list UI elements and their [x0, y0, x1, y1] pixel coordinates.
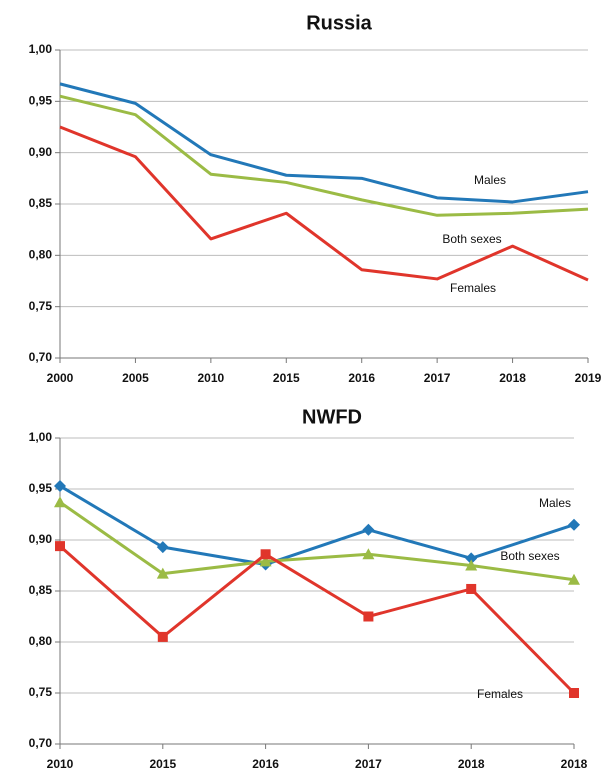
x-tick-label: 2000 — [47, 371, 74, 385]
x-tick-label: 2015 — [273, 371, 300, 385]
chart-title: NWFD — [302, 406, 362, 428]
series-line — [59, 82, 589, 204]
marker — [260, 549, 271, 560]
marker — [465, 552, 478, 565]
x-tick-label: 2015 — [149, 757, 176, 771]
marker — [568, 518, 580, 531]
marker — [156, 567, 169, 579]
marker — [259, 555, 272, 567]
y-tick-label: 1,00 — [29, 430, 53, 444]
y-tick-label: 0,70 — [29, 350, 53, 364]
marker — [157, 631, 168, 642]
series-label: Females — [477, 687, 523, 701]
marker — [568, 573, 580, 585]
y-tick-label: 0,85 — [29, 583, 53, 597]
marker — [363, 611, 374, 622]
y-tick-label: 0,80 — [29, 634, 53, 648]
y-tick-label: 0,75 — [29, 299, 53, 313]
marker — [466, 583, 477, 594]
x-tick-label: 2010 — [198, 371, 225, 385]
y-tick-label: 0,90 — [29, 145, 53, 159]
marker — [465, 559, 478, 571]
chart-title: Russia — [306, 12, 372, 34]
marker — [156, 541, 169, 554]
x-tick-label: 2018 — [561, 757, 588, 771]
series-line — [59, 484, 575, 566]
x-tick-label: 2016 — [252, 757, 279, 771]
y-tick-label: 1,00 — [29, 42, 53, 56]
x-tick-label: 2017 — [355, 757, 382, 771]
series-label: Males — [539, 496, 571, 510]
x-tick-label: 2019 — [575, 371, 602, 385]
series-label: Both sexes — [500, 549, 559, 563]
series-label: Both sexes — [442, 232, 501, 246]
x-tick-label: 2017 — [424, 371, 451, 385]
y-tick-label: 0,75 — [29, 685, 53, 699]
x-tick-label: 2010 — [47, 757, 74, 771]
series-line — [59, 544, 576, 695]
x-tick-label: 2005 — [122, 371, 149, 385]
y-tick-label: 0,70 — [29, 736, 53, 750]
y-tick-label: 0,95 — [29, 94, 53, 108]
x-tick-label: 2018 — [499, 371, 526, 385]
x-tick-label: 2016 — [348, 371, 375, 385]
marker — [569, 688, 579, 698]
marker — [55, 541, 65, 552]
marker — [54, 479, 66, 492]
marker — [362, 523, 375, 536]
y-tick-label: 0,80 — [29, 248, 53, 262]
y-tick-label: 0,95 — [29, 481, 53, 495]
x-tick-label: 2018 — [458, 757, 485, 771]
y-tick-label: 0,90 — [29, 532, 53, 546]
series-label: Females — [450, 281, 496, 295]
y-tick-label: 0,85 — [29, 196, 53, 210]
series-line — [59, 501, 575, 582]
marker — [54, 496, 66, 508]
series-label: Males — [474, 173, 506, 187]
series-line — [59, 94, 589, 217]
marker — [362, 548, 375, 560]
series-line — [59, 125, 589, 282]
